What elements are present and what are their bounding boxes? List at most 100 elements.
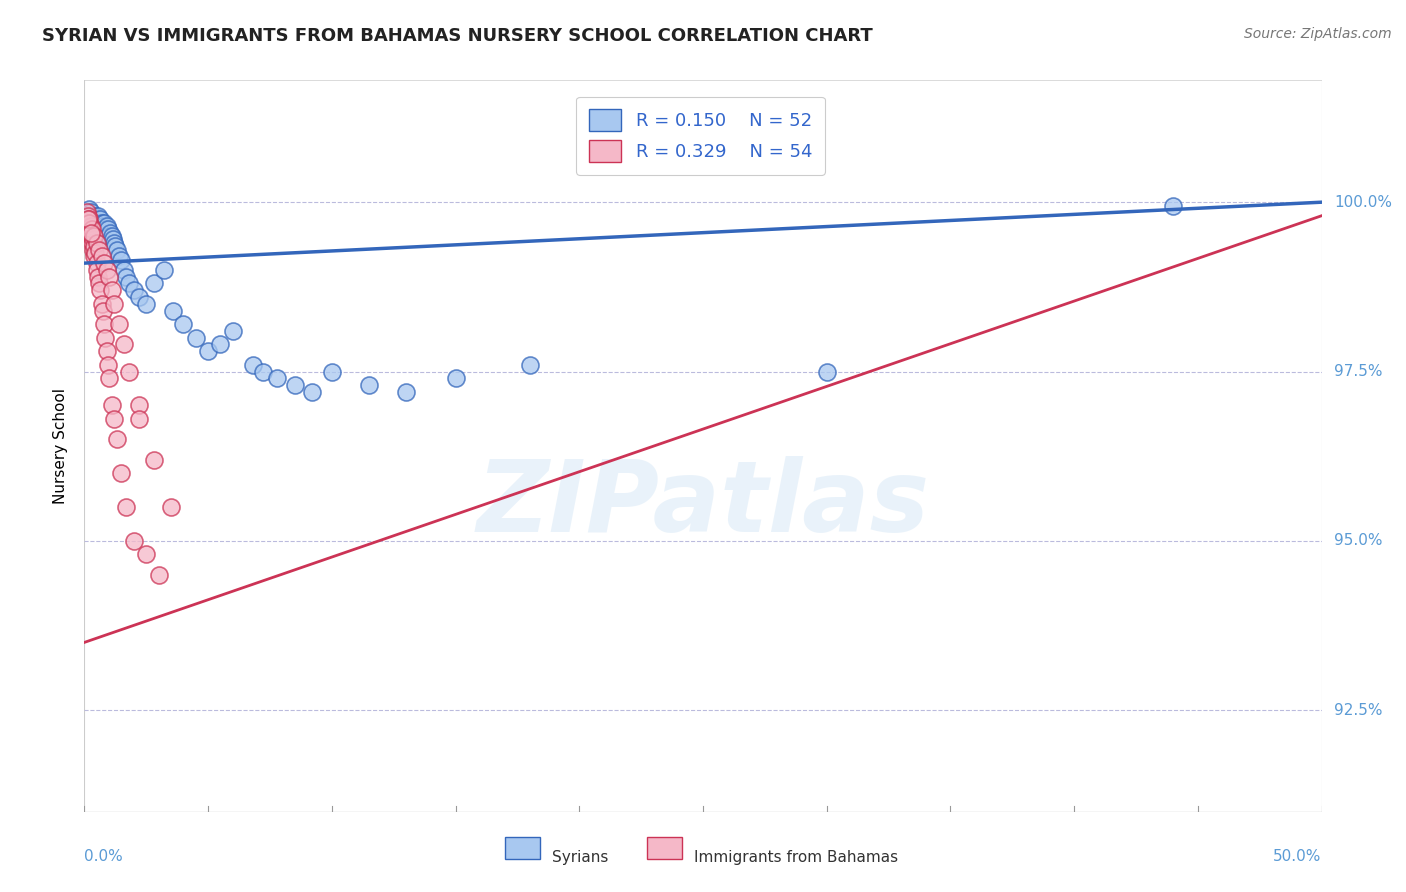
Text: 100.0%: 100.0% — [1334, 194, 1392, 210]
Point — [184, 331, 207, 345]
Text: 97.5%: 97.5% — [1334, 364, 1382, 379]
Point — [89, 277, 111, 291]
Point — [90, 297, 112, 311]
Point — [96, 219, 118, 233]
Point — [815, 364, 838, 378]
Point — [89, 243, 111, 257]
Point — [197, 344, 219, 359]
Point — [98, 226, 121, 240]
Point — [96, 263, 118, 277]
Point — [252, 364, 274, 378]
Text: Source: ZipAtlas.com: Source: ZipAtlas.com — [1244, 27, 1392, 41]
Point — [357, 378, 380, 392]
Point — [79, 202, 101, 216]
Point — [80, 209, 103, 223]
Point — [86, 256, 108, 270]
Point — [172, 317, 194, 331]
Point — [97, 222, 120, 236]
Point — [86, 212, 108, 227]
Point — [79, 215, 101, 229]
Point — [301, 384, 323, 399]
Point — [160, 500, 183, 514]
Point — [128, 290, 150, 304]
Point — [100, 229, 122, 244]
FancyBboxPatch shape — [505, 838, 540, 859]
Text: 95.0%: 95.0% — [1334, 533, 1382, 549]
Point — [86, 263, 108, 277]
Point — [152, 263, 174, 277]
Point — [97, 358, 120, 372]
Point — [135, 547, 157, 561]
Text: SYRIAN VS IMMIGRANTS FROM BAHAMAS NURSERY SCHOOL CORRELATION CHART: SYRIAN VS IMMIGRANTS FROM BAHAMAS NURSER… — [42, 27, 873, 45]
Point — [103, 297, 125, 311]
Point — [122, 283, 145, 297]
Point — [84, 246, 107, 260]
Point — [79, 205, 101, 219]
Point — [142, 452, 165, 467]
Point — [115, 269, 138, 284]
Point — [112, 263, 135, 277]
Point — [395, 384, 418, 399]
Point — [80, 235, 103, 250]
Point — [98, 229, 121, 244]
Point — [148, 567, 170, 582]
Point — [83, 229, 105, 244]
Point — [79, 219, 101, 233]
Point — [284, 378, 307, 392]
Text: Syrians: Syrians — [553, 850, 609, 865]
Point — [100, 283, 122, 297]
Point — [519, 358, 541, 372]
Point — [98, 269, 121, 284]
Text: 50.0%: 50.0% — [1274, 849, 1322, 864]
Point — [110, 252, 132, 267]
Point — [118, 364, 141, 378]
Point — [87, 209, 110, 223]
Point — [115, 500, 138, 514]
Point — [101, 232, 124, 246]
Point — [108, 317, 131, 331]
Point — [209, 337, 232, 351]
Point — [82, 243, 104, 257]
Point — [91, 303, 114, 318]
Point — [82, 215, 104, 229]
Point — [77, 212, 100, 227]
Point — [89, 212, 111, 227]
Point — [103, 412, 125, 426]
Point — [96, 344, 118, 359]
Point — [79, 222, 101, 236]
Point — [444, 371, 467, 385]
Point — [90, 249, 112, 263]
Point — [222, 324, 245, 338]
Point — [321, 364, 343, 378]
Text: 0.0%: 0.0% — [84, 849, 124, 864]
Legend: R = 0.150    N = 52, R = 0.329    N = 54: R = 0.150 N = 52, R = 0.329 N = 54 — [576, 96, 825, 175]
Point — [112, 337, 135, 351]
Point — [110, 466, 132, 480]
Point — [79, 226, 101, 240]
FancyBboxPatch shape — [647, 838, 682, 859]
Point — [91, 219, 114, 233]
Point — [105, 432, 128, 446]
Point — [77, 205, 100, 219]
Point — [104, 239, 127, 253]
Point — [142, 277, 165, 291]
Point — [79, 212, 101, 227]
Point — [86, 235, 108, 250]
Point — [83, 239, 105, 253]
Point — [77, 215, 100, 229]
Point — [122, 533, 145, 548]
Point — [94, 331, 117, 345]
Point — [83, 249, 105, 263]
Point — [76, 205, 98, 219]
Point — [79, 229, 101, 244]
Point — [77, 209, 100, 223]
Point — [93, 256, 115, 270]
Point — [93, 215, 115, 229]
Point — [242, 358, 264, 372]
Point — [83, 212, 105, 227]
Point — [108, 249, 131, 263]
Point — [82, 232, 104, 246]
Y-axis label: Nursery School: Nursery School — [52, 388, 67, 504]
Point — [1161, 198, 1184, 212]
Point — [103, 235, 125, 250]
